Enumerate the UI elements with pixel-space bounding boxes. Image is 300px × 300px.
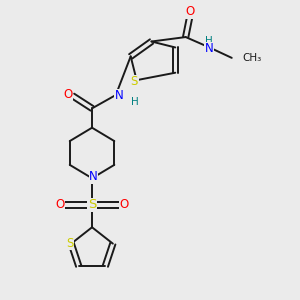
Text: H: H <box>131 97 139 106</box>
Text: S: S <box>88 199 96 212</box>
Text: O: O <box>64 88 73 101</box>
Text: O: O <box>55 199 64 212</box>
Text: S: S <box>66 236 74 250</box>
Text: H: H <box>205 36 213 46</box>
Text: O: O <box>185 5 195 18</box>
Text: N: N <box>89 170 98 183</box>
Text: N: N <box>205 42 213 56</box>
Text: N: N <box>115 89 124 102</box>
Text: S: S <box>130 75 138 88</box>
Text: O: O <box>119 199 129 212</box>
Text: CH₃: CH₃ <box>242 53 261 63</box>
